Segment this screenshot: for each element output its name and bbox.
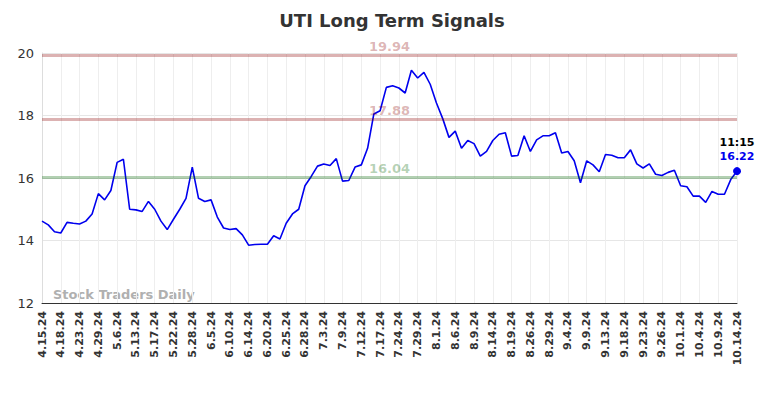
svg-text:16.22: 16.22 [720,150,755,163]
svg-text:10.14.24: 10.14.24 [731,311,744,366]
svg-text:9.4.24: 9.4.24 [561,311,574,350]
svg-text:6.10.24: 6.10.24 [223,311,236,358]
svg-text:18: 18 [17,108,34,123]
svg-text:7.29.24: 7.29.24 [411,311,424,358]
svg-text:8.29.24: 8.29.24 [543,311,556,358]
svg-text:7.17.24: 7.17.24 [374,311,387,358]
svg-text:19.94: 19.94 [369,39,410,54]
svg-text:8.1.24: 8.1.24 [430,311,443,350]
svg-text:7.24.24: 7.24.24 [392,311,405,358]
svg-text:10.9.24: 10.9.24 [712,311,725,358]
svg-text:UTI Long Term Signals: UTI Long Term Signals [279,10,505,31]
svg-text:10.1.24: 10.1.24 [674,311,687,358]
svg-text:14: 14 [17,233,34,248]
svg-text:9.9.24: 9.9.24 [580,311,593,350]
svg-text:5.17.24: 5.17.24 [148,311,161,358]
svg-text:8.26.24: 8.26.24 [524,311,537,358]
svg-text:4.18.24: 4.18.24 [54,311,67,358]
svg-text:4.15.24: 4.15.24 [36,311,49,358]
svg-text:7.9.24: 7.9.24 [336,311,349,350]
svg-text:9.26.24: 9.26.24 [655,311,668,358]
svg-text:6.20.24: 6.20.24 [261,311,274,358]
svg-text:17.88: 17.88 [369,103,410,118]
svg-text:8.9.24: 8.9.24 [468,311,481,350]
svg-text:9.23.24: 9.23.24 [637,311,650,358]
svg-text:6.5.24: 6.5.24 [205,311,218,350]
svg-text:12: 12 [17,296,34,311]
svg-text:20: 20 [17,46,34,61]
svg-text:6.25.24: 6.25.24 [280,311,293,358]
svg-text:8.19.24: 8.19.24 [505,311,518,358]
svg-text:8.14.24: 8.14.24 [486,311,499,358]
svg-text:5.6.24: 5.6.24 [111,311,124,350]
svg-text:7.3.24: 7.3.24 [317,311,330,350]
svg-text:7.12.24: 7.12.24 [355,311,368,358]
svg-text:6.28.24: 6.28.24 [298,311,311,358]
svg-text:4.29.24: 4.29.24 [92,311,105,358]
svg-text:16: 16 [17,171,34,186]
svg-text:9.13.24: 9.13.24 [599,311,612,358]
svg-text:5.22.24: 5.22.24 [167,311,180,358]
svg-text:6.14.24: 6.14.24 [242,311,255,358]
svg-text:9.18.24: 9.18.24 [618,311,631,358]
svg-text:Stock Traders Daily: Stock Traders Daily [53,287,195,302]
svg-text:5.28.24: 5.28.24 [186,311,199,358]
svg-text:16.04: 16.04 [369,161,410,176]
svg-text:11:15: 11:15 [719,136,754,149]
svg-text:8.6.24: 8.6.24 [449,311,462,350]
svg-text:10.4.24: 10.4.24 [693,311,706,358]
svg-text:5.13.24: 5.13.24 [129,311,142,358]
svg-text:4.23.24: 4.23.24 [73,311,86,358]
